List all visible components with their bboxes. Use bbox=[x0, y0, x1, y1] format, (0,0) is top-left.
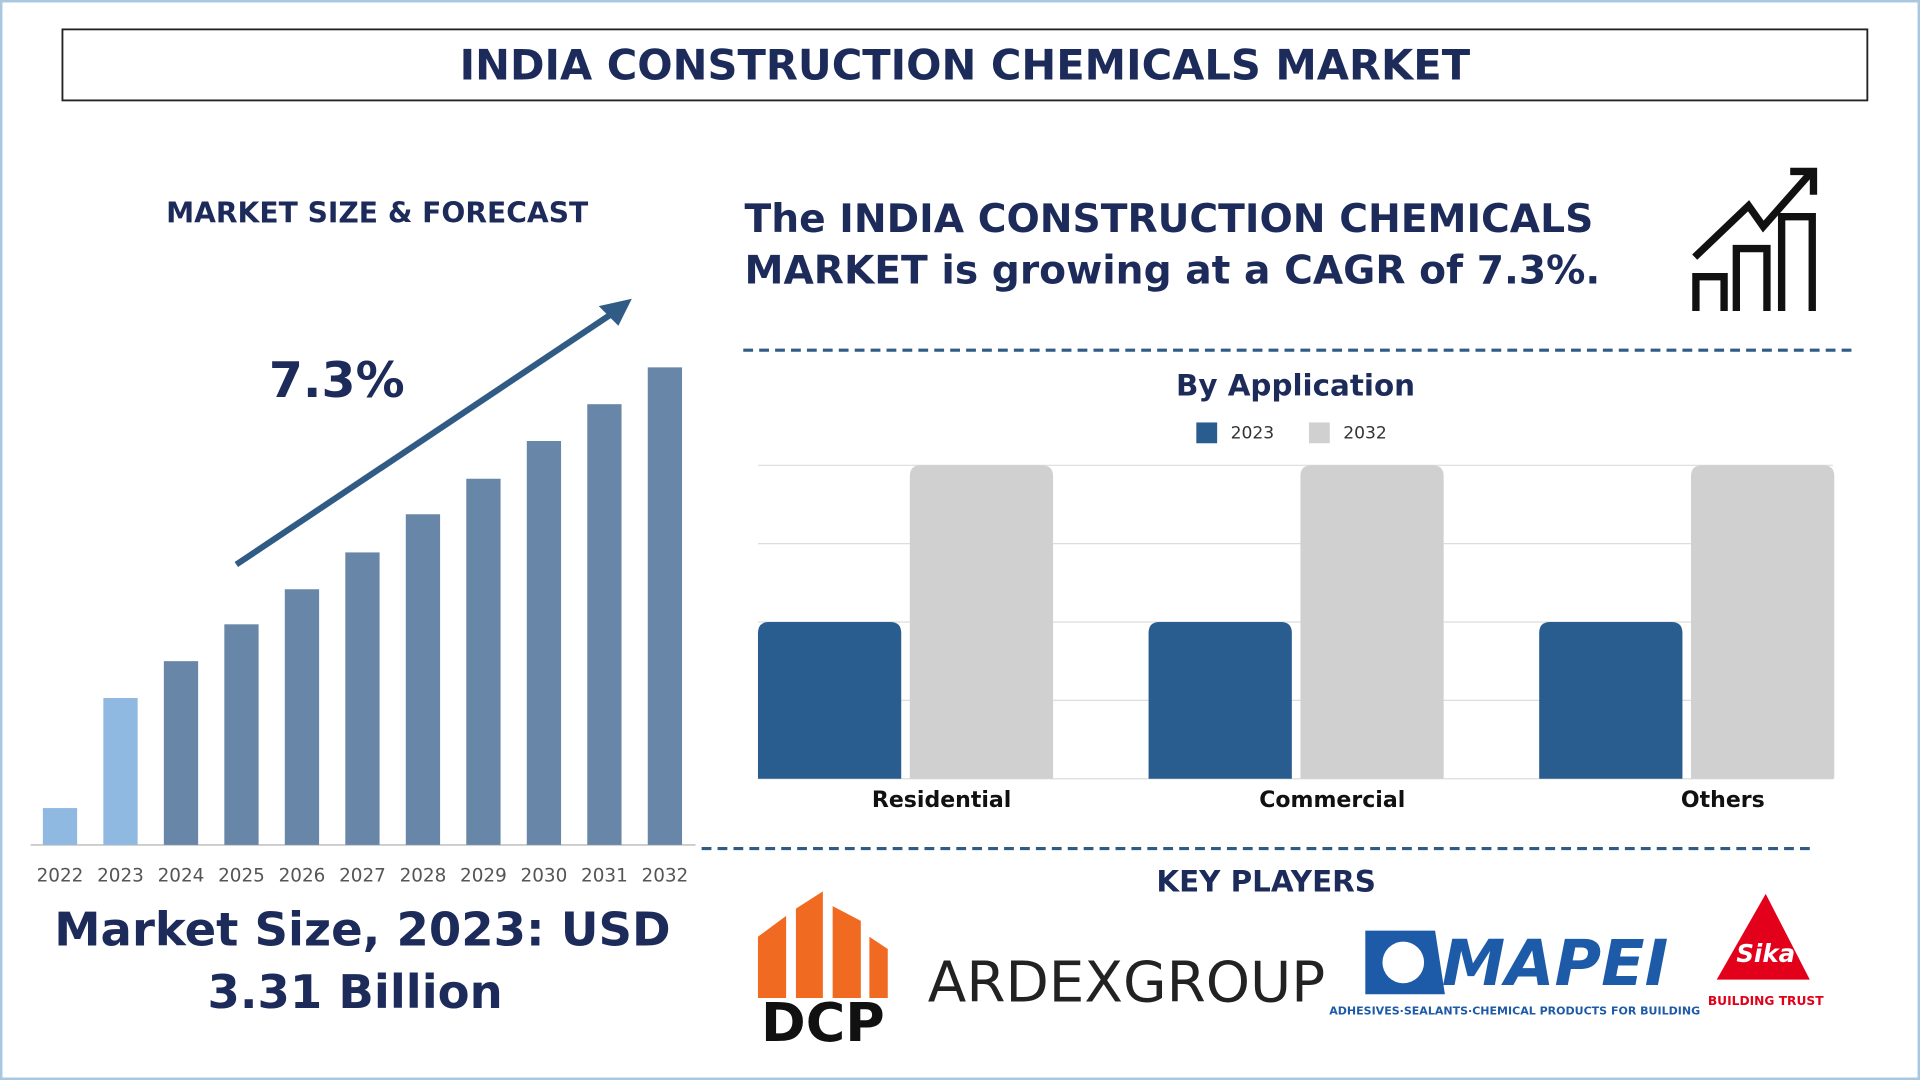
x-tick-label: 2031 bbox=[581, 866, 628, 887]
bar bbox=[1691, 465, 1835, 779]
market-size: 3.31 Billion bbox=[207, 965, 502, 1019]
logo-shape bbox=[757, 891, 888, 998]
bar bbox=[647, 367, 683, 845]
bar bbox=[526, 441, 562, 845]
bar bbox=[466, 478, 501, 845]
bar bbox=[103, 697, 138, 845]
x-tick-label: 2026 bbox=[279, 866, 326, 887]
cagr-statement: The INDIA CONSTRUCTION CHEMICALS bbox=[744, 197, 1593, 242]
x-tick-label: 2029 bbox=[460, 866, 507, 887]
market-size: Market Size, 2023: USD bbox=[54, 903, 670, 957]
bar bbox=[224, 624, 259, 845]
chart-title: By Application bbox=[1176, 368, 1415, 402]
cagr-statement: MARKET is growing at a CAGR of 7.3%. bbox=[744, 249, 1600, 294]
x-tick-label: 2022 bbox=[37, 866, 84, 887]
x-tick-label: 2030 bbox=[521, 866, 568, 887]
dcp-logo: DCP bbox=[757, 891, 888, 1054]
logo-text: Sika bbox=[1736, 939, 1795, 968]
logo-tagline: ADHESIVES·SEALANTS·CHEMICAL PRODUCTS FOR… bbox=[1329, 1004, 1700, 1017]
bar bbox=[405, 514, 441, 845]
bar bbox=[757, 622, 902, 779]
x-tick-label: 2025 bbox=[218, 866, 265, 887]
cagr-annotation: 7.3% bbox=[269, 352, 405, 409]
bar bbox=[42, 808, 78, 845]
title-box bbox=[61, 28, 1869, 102]
x-tick-label: 2027 bbox=[339, 866, 386, 887]
growth-arrow bbox=[234, 308, 618, 568]
x-tick-label: Commercial bbox=[1259, 788, 1405, 813]
x-tick-label: 2028 bbox=[400, 866, 447, 887]
logo-text: ARDEXGROUP bbox=[928, 950, 1325, 1015]
bar bbox=[909, 465, 1054, 779]
bar bbox=[1300, 465, 1444, 779]
x-tick-label: 2023 bbox=[97, 866, 144, 887]
mapei-logo: MAPEI ADHESIVES·SEALANTS·CHEMICAL PRODUC… bbox=[1329, 927, 1700, 1018]
bar bbox=[587, 404, 622, 845]
bar bbox=[345, 552, 380, 845]
x-tick-label: Others bbox=[1681, 788, 1765, 813]
x-tick-label: Residential bbox=[872, 788, 1011, 813]
legend-label: 2032 bbox=[1343, 423, 1387, 443]
page-title: INDIA CONSTRUCTION CHEMICALS MARKET bbox=[460, 41, 1471, 90]
logo-tagline: BUILDING TRUST bbox=[1708, 994, 1824, 1008]
chart-title: MARKET SIZE & FORECAST bbox=[166, 196, 589, 229]
logo-shape bbox=[1382, 941, 1425, 984]
bar bbox=[1539, 622, 1683, 779]
bar bbox=[1148, 622, 1292, 779]
logo-text: MAPEI bbox=[1442, 927, 1668, 1001]
legend-swatch bbox=[1196, 422, 1218, 444]
logo-shape bbox=[1716, 893, 1810, 980]
arrow-head bbox=[598, 298, 632, 326]
sika-logo: Sika BUILDING TRUST bbox=[1708, 893, 1824, 1008]
section-title: KEY PLAYERS bbox=[1156, 864, 1376, 898]
legend-label: 2023 bbox=[1231, 423, 1275, 443]
x-tick-label: 2024 bbox=[158, 866, 205, 887]
growth-icon bbox=[1692, 167, 1818, 312]
logo-text: DCP bbox=[761, 991, 885, 1054]
x-tick-label: 2032 bbox=[642, 866, 689, 887]
bar bbox=[163, 661, 199, 845]
bar bbox=[284, 589, 320, 845]
legend-swatch bbox=[1308, 422, 1330, 444]
